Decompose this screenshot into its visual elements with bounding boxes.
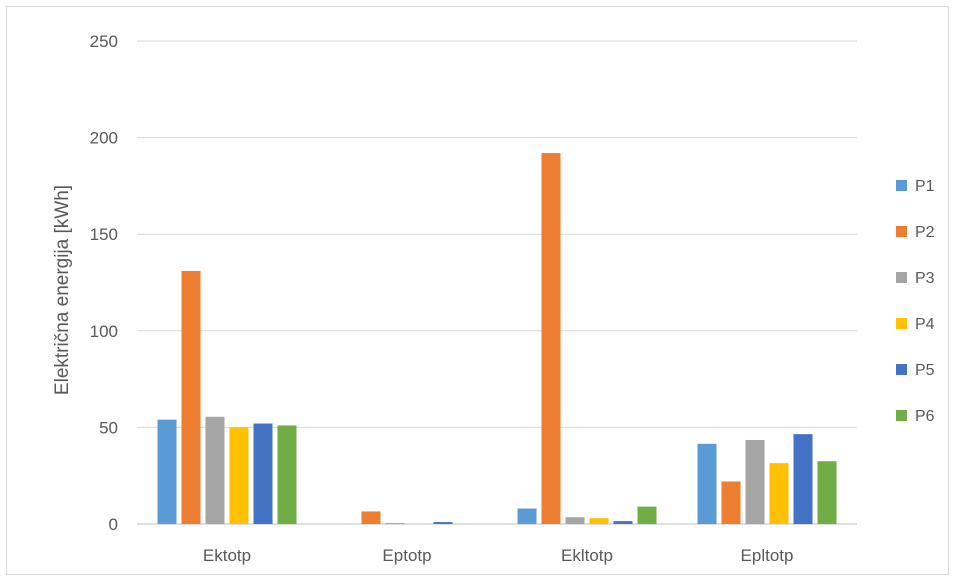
y-tick-label: 150 (90, 225, 118, 244)
bar-p4-epltotp (769, 463, 789, 524)
legend-swatch-p5 (896, 364, 907, 375)
legend: P1 P2 P3 P4 P5 P6 (896, 178, 935, 425)
bar-p5-epltotp (793, 434, 813, 524)
bar-p3-eptotp (385, 523, 405, 524)
legend-label-p5: P5 (915, 362, 935, 379)
bar-p4-ektotp (229, 427, 249, 524)
legend-swatch-p3 (896, 272, 907, 283)
bar-p1-ekltotp (517, 508, 537, 524)
x-tick-label: Eptotp (382, 546, 431, 565)
legend-label-p6: P6 (915, 408, 935, 425)
bar-p6-epltotp (817, 461, 837, 524)
bar-p2-ekltotp (541, 153, 561, 524)
bar-p2-ektotp (181, 270, 201, 524)
bar-p4-ekltotp (589, 518, 609, 524)
y-tick-label: 250 (90, 32, 118, 51)
y-axis-label: Električna energija [kWh] (52, 185, 73, 395)
x-tick-label: Ekltotp (561, 546, 613, 565)
x-tick-label: Epltotp (741, 546, 794, 565)
legend-swatch-p1 (896, 180, 907, 191)
y-tick-labels: 0 50 100 150 200 250 (90, 32, 118, 534)
y-tick-label: 0 (109, 515, 118, 534)
bar-p5-eptotp (433, 522, 453, 524)
bar-p6-ekltotp (637, 506, 657, 524)
bar-p2-eptotp (361, 511, 381, 524)
legend-swatch-p6 (896, 410, 907, 421)
bar-p1-epltotp (697, 443, 717, 524)
bars (157, 153, 837, 524)
bar-p5-ektotp (253, 423, 273, 524)
legend-swatch-p2 (896, 226, 907, 237)
bar-p3-ektotp (205, 416, 225, 524)
legend-label-p2: P2 (915, 224, 935, 241)
bar-p5-ekltotp (613, 521, 633, 524)
bar-p2-epltotp (721, 481, 741, 524)
legend-label-p3: P3 (915, 270, 935, 287)
legend-label-p4: P4 (915, 316, 935, 333)
bar-p3-ekltotp (565, 517, 585, 524)
y-tick-label: 200 (90, 129, 118, 148)
x-tick-labels: Ektotp Eptotp Ekltotp Epltotp (203, 546, 794, 565)
bar-p3-epltotp (745, 439, 765, 524)
legend-label-p1: P1 (915, 178, 935, 195)
legend-swatch-p4 (896, 318, 907, 329)
bar-p6-ektotp (277, 425, 297, 524)
x-tick-label: Ektotp (203, 546, 251, 565)
y-tick-label: 100 (90, 322, 118, 341)
bar-p1-ektotp (157, 419, 177, 524)
y-tick-label: 50 (99, 418, 118, 437)
